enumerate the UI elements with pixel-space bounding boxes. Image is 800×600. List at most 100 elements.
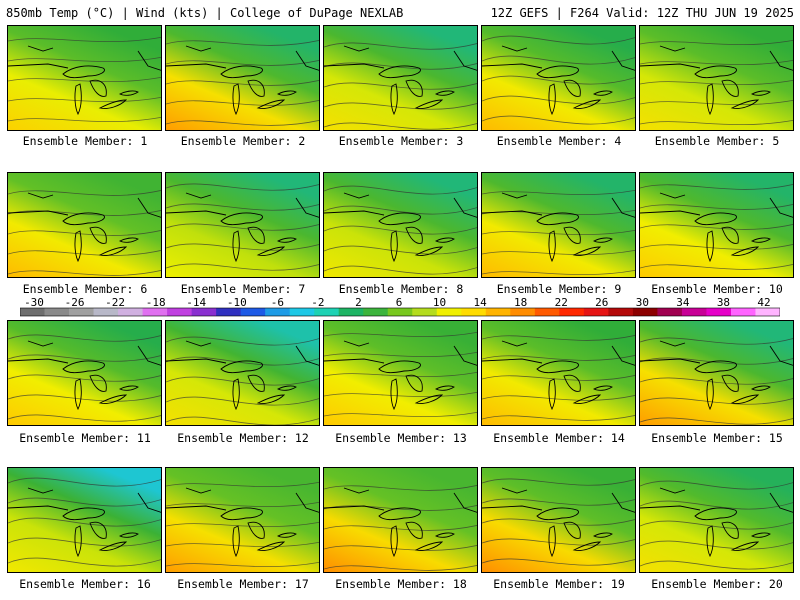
height-contour xyxy=(640,99,793,106)
height-contour xyxy=(8,189,161,196)
height-contour xyxy=(8,477,161,487)
great-lakes-outline xyxy=(694,507,737,521)
great-lakes-outline xyxy=(378,360,421,374)
colorbar-tick-label: 14 xyxy=(473,296,487,309)
member-caption: Ensemble Member: 17 xyxy=(177,577,309,591)
temperature-colorbar xyxy=(20,307,780,317)
temperature-shading xyxy=(166,173,319,277)
great-lakes-outline xyxy=(414,541,444,551)
colorbar-tick-label: -18 xyxy=(145,296,166,309)
great-lakes-outline xyxy=(256,99,286,109)
political-border xyxy=(8,487,161,513)
temperature-field-map xyxy=(166,173,319,277)
temperature-shading xyxy=(482,173,635,277)
height-contour xyxy=(166,501,319,508)
political-border xyxy=(166,192,319,218)
height-contour xyxy=(166,336,319,346)
member-caption: Ensemble Member: 19 xyxy=(493,577,625,591)
colorbar-swatch xyxy=(559,308,585,316)
great-lakes-outline xyxy=(572,394,602,404)
great-lakes-outline xyxy=(74,525,82,558)
great-lakes-outline xyxy=(74,378,82,411)
height-contour xyxy=(8,36,161,43)
height-contour xyxy=(324,391,477,398)
member-map-panel xyxy=(639,25,794,131)
great-lakes-outline xyxy=(405,521,423,539)
great-lakes-outline xyxy=(730,541,760,551)
member-map-panel xyxy=(7,320,162,426)
great-lakes-outline xyxy=(98,541,128,551)
great-lakes-outline xyxy=(276,90,297,96)
great-lakes-outline xyxy=(247,521,265,539)
member-map-panel xyxy=(165,25,320,131)
colorbar-swatch xyxy=(93,308,119,316)
height-contour xyxy=(166,183,319,191)
temperature-shading xyxy=(166,321,319,425)
height-contour xyxy=(8,249,161,256)
great-lakes-outline xyxy=(592,385,613,391)
great-lakes-outline xyxy=(572,541,602,551)
height-contour xyxy=(8,76,161,83)
political-border xyxy=(166,45,319,71)
temperature-shading xyxy=(640,468,793,572)
height-contour xyxy=(640,337,793,345)
temperature-field-map xyxy=(8,321,161,425)
height-contour xyxy=(324,205,477,215)
height-contour xyxy=(482,55,635,65)
height-contour xyxy=(324,225,477,235)
height-contour xyxy=(8,269,161,276)
colorbar-swatch xyxy=(608,308,634,316)
height-contour xyxy=(640,59,793,66)
great-lakes-outline xyxy=(390,525,398,558)
height-contour xyxy=(482,478,635,486)
colorbar-swatch xyxy=(681,308,707,316)
temperature-field-map xyxy=(324,26,477,130)
great-lakes-outline xyxy=(89,521,107,539)
colorbar-tick-label: 6 xyxy=(395,296,403,309)
great-lakes-outline xyxy=(89,374,107,392)
great-lakes-outline xyxy=(572,246,602,256)
height-contour xyxy=(8,497,161,507)
great-lakes-outline xyxy=(232,230,240,263)
height-contour xyxy=(482,189,635,196)
great-lakes-outline xyxy=(434,237,455,243)
colorbar-tick-label: -10 xyxy=(226,296,247,309)
member-caption: Ensemble Member: 18 xyxy=(335,577,467,591)
great-lakes-outline xyxy=(730,99,760,109)
great-lakes-outline xyxy=(548,83,556,116)
political-border xyxy=(8,192,161,218)
great-lakes-outline xyxy=(750,90,771,96)
height-contour xyxy=(482,115,635,125)
political-border xyxy=(482,487,635,513)
height-contour xyxy=(8,96,161,103)
height-contour xyxy=(8,354,161,362)
temperature-shading xyxy=(324,468,477,572)
temperature-field-map xyxy=(640,468,793,572)
member-map-panel xyxy=(639,320,794,426)
height-contour xyxy=(8,557,161,567)
great-lakes-outline xyxy=(563,226,581,244)
great-lakes-outline xyxy=(694,360,737,374)
member-caption: Ensemble Member: 13 xyxy=(335,431,467,445)
colorbar-tick-label: 38 xyxy=(716,296,731,309)
height-contour xyxy=(482,249,635,256)
political-border xyxy=(166,340,319,366)
great-lakes-outline xyxy=(721,226,739,244)
temperature-shading xyxy=(8,26,161,130)
colorbar-swatch xyxy=(314,308,340,316)
great-lakes-outline xyxy=(74,230,82,263)
great-lakes-outline xyxy=(390,83,398,116)
colorbar-swatch xyxy=(755,308,780,316)
height-contour xyxy=(640,79,793,86)
great-lakes-outline xyxy=(378,212,421,226)
member-caption: Ensemble Member: 9 xyxy=(496,282,622,296)
member-caption: Ensemble Member: 12 xyxy=(177,431,309,445)
height-contour xyxy=(166,481,319,488)
great-lakes-outline xyxy=(74,83,82,116)
member-caption: Ensemble Member: 6 xyxy=(22,282,148,296)
member-caption: Ensemble Member: 16 xyxy=(19,577,151,591)
great-lakes-outline xyxy=(706,230,714,263)
colorbar-tick-label: 42 xyxy=(757,296,771,309)
colorbar-swatch xyxy=(142,308,168,316)
temperature-shading xyxy=(166,26,319,130)
